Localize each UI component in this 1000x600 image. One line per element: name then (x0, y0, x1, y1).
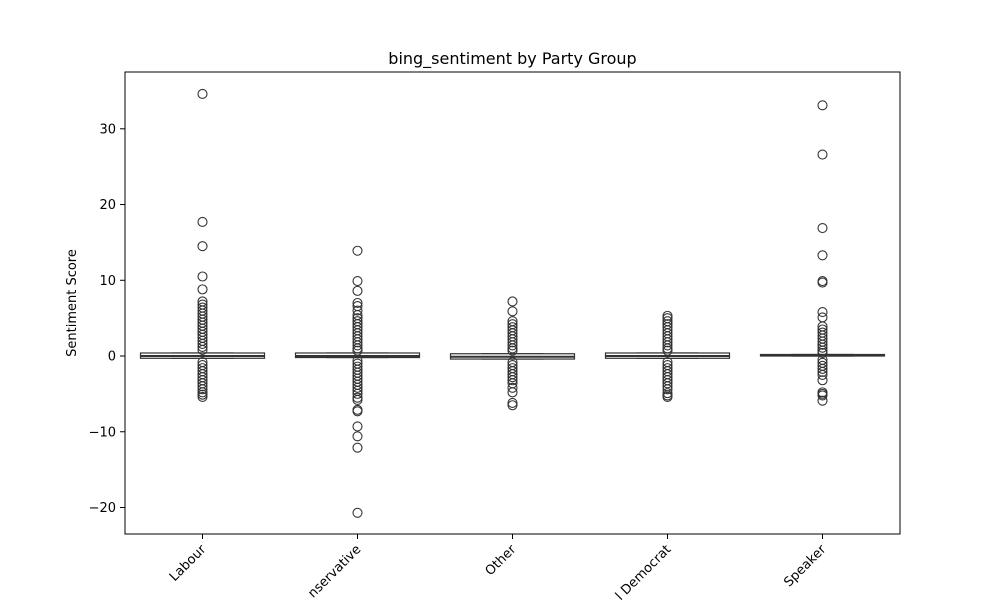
x-tick-label: nservative (305, 542, 364, 600)
outlier-point (197, 338, 208, 349)
y-tick-label: −10 (89, 425, 116, 440)
outlier-point (197, 241, 208, 252)
outlier-point (197, 344, 208, 356)
y-tick-label: 30 (99, 122, 116, 137)
outlier-point (817, 369, 828, 381)
chart-title: bing_sentiment by Party Group (388, 49, 636, 69)
outlier-point (197, 284, 208, 295)
outlier-point (507, 345, 518, 356)
outlier-point (352, 406, 363, 417)
plot-background (125, 72, 900, 534)
box-group (759, 100, 886, 406)
outlier-point (197, 88, 208, 100)
outlier-point (507, 387, 518, 398)
outlier-point (352, 305, 363, 316)
outlier-point (817, 347, 828, 359)
outlier-point (352, 245, 363, 256)
outlier-point (662, 391, 673, 402)
outlier-point (507, 382, 518, 393)
outlier-point (352, 507, 363, 518)
outlier-point (507, 340, 518, 351)
outlier-point (197, 271, 208, 282)
x-tick-label: l Democrat (613, 542, 674, 600)
outlier-point (817, 250, 828, 261)
outlier-point (352, 345, 363, 356)
box-group (449, 296, 576, 411)
outlier-point (817, 100, 828, 111)
outlier-point (817, 342, 828, 353)
outlier-point (662, 345, 673, 356)
outlier-point (662, 340, 673, 351)
x-axis: Labour nservative Other l Democrat Speaker (167, 534, 830, 600)
outlier-point (817, 366, 828, 377)
outlier-point (507, 372, 518, 383)
outlier-point (817, 395, 828, 406)
outlier-point (197, 391, 208, 402)
outlier-point (197, 216, 208, 228)
outlier-point (352, 421, 363, 432)
outlier-point (352, 275, 363, 287)
x-tick-label: Speaker (781, 542, 829, 590)
y-axis: −20 −10 0 10 20 30 (89, 122, 125, 516)
outlier-point (197, 341, 208, 352)
outlier-point (817, 375, 828, 386)
outlier-point (817, 277, 828, 288)
outlier-point (197, 384, 208, 395)
box-group (604, 310, 731, 402)
outlier-point (352, 285, 363, 296)
y-tick-label: 20 (99, 198, 116, 213)
y-tick-label: −20 (89, 501, 116, 516)
outlier-point (352, 382, 363, 393)
outlier-point (352, 297, 363, 309)
x-tick-label: Labour (167, 542, 210, 585)
outlier-point (817, 222, 828, 234)
y-tick-label: 10 (99, 274, 116, 289)
outlier-point (817, 307, 828, 318)
box-group (294, 245, 421, 518)
y-axis-label: Sentiment Score (65, 249, 80, 357)
outlier-point (352, 337, 363, 348)
outlier-point (352, 442, 363, 453)
outlier-point (662, 378, 673, 389)
box-group (139, 88, 266, 402)
outlier-point (507, 306, 518, 317)
boxes-layer (139, 88, 886, 518)
outlier-point (817, 339, 828, 350)
outlier-point (507, 375, 518, 386)
outlier-point (507, 400, 518, 411)
y-tick-label: 0 (108, 350, 116, 365)
outlier-point (352, 340, 363, 351)
outlier-point (817, 390, 828, 401)
outlier-point (352, 431, 363, 442)
outlier-point (662, 384, 673, 395)
outlier-point (507, 296, 518, 307)
outlier-point (352, 394, 363, 405)
outlier-point (817, 149, 828, 160)
outlier-point (197, 381, 208, 392)
outlier-point (507, 337, 518, 348)
outlier-point (352, 388, 363, 399)
outlier-point (662, 337, 673, 348)
outlier-point (817, 363, 828, 374)
x-tick-label: Other (483, 542, 520, 579)
